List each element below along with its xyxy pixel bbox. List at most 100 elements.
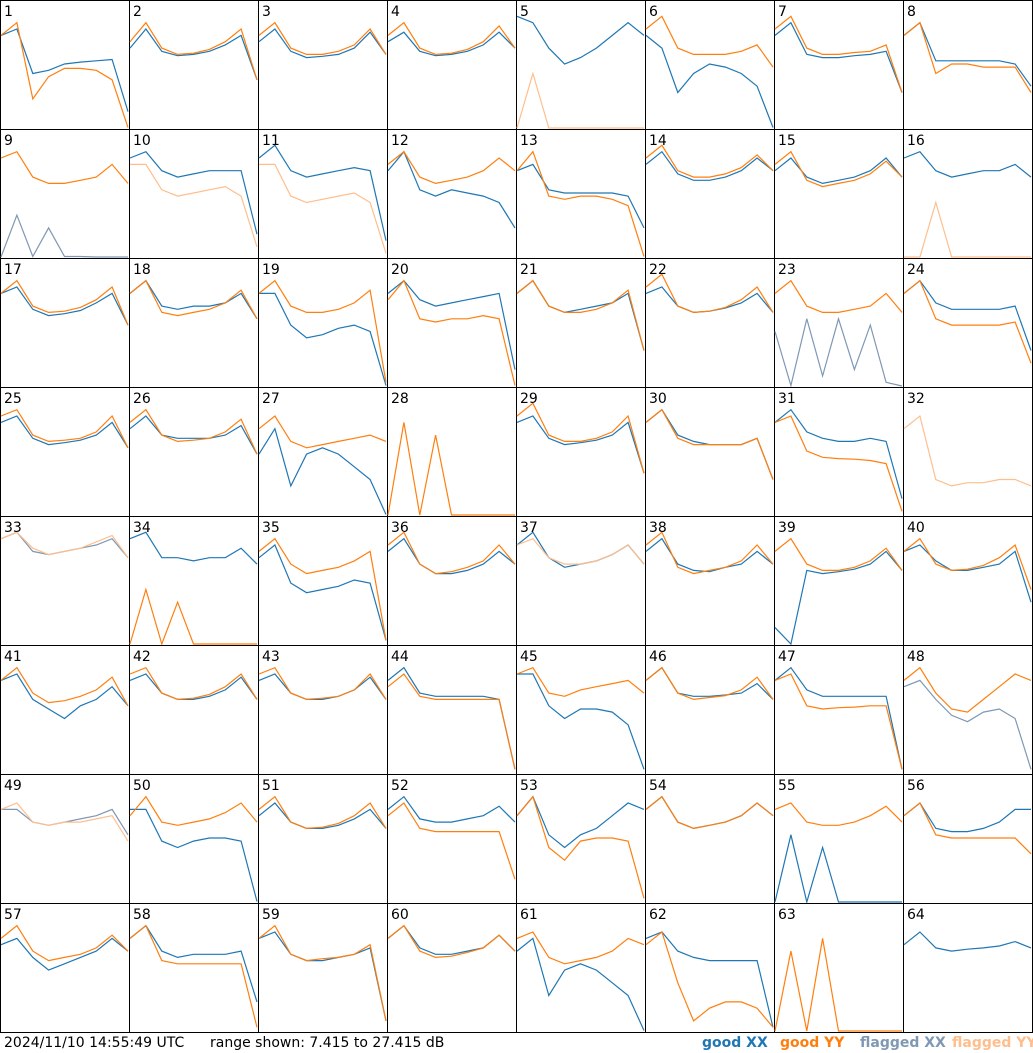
panel-label: 28 [391,391,409,407]
spectrum-line [387,531,516,575]
spectrum-line [258,279,387,383]
spectrum-line [0,531,129,559]
spectrum-line [645,531,774,575]
spectrum-line [645,408,774,480]
spectrum-line [645,34,774,128]
spectrum-line [903,802,1031,833]
spectrum-line [903,802,1032,855]
spectrum-line [645,273,774,314]
panel-label: 23 [778,262,796,278]
spectrum-line [387,150,516,185]
spectrum-line [774,15,903,93]
spectrum-line [258,21,387,56]
spectrum-line [129,666,258,701]
spectrum-line [0,28,129,112]
panel-label: 10 [133,133,151,149]
spectrum-line [903,666,1032,713]
panel-label: 35 [262,520,280,536]
spectrum-line [0,666,129,707]
spectrum-line [645,15,774,68]
spectrum-line [516,150,645,257]
spectrum-line [903,150,1032,178]
panel-label: 14 [649,133,667,149]
panel-label: 6 [649,4,658,20]
panel-label: 33 [4,520,22,536]
panel-label: 27 [262,391,280,407]
spectrum-line [387,31,516,57]
spectrum-line [387,673,516,770]
panel-label: 32 [907,391,925,407]
spectrum-line [774,408,903,499]
panel-label: 52 [391,778,409,794]
spectrum-line [387,150,516,229]
spectrum-line [645,150,774,181]
panel-label: 25 [4,391,22,407]
spectrum-line [258,795,387,830]
spectrum-line [259,163,387,254]
spectrum-line [774,938,902,1032]
panel-label: 7 [778,4,787,20]
spectrum-line [774,157,903,185]
panel-label: 11 [262,133,280,149]
panel-label: 36 [391,520,409,536]
panel-label: 40 [907,520,925,536]
panel-label: 44 [391,649,409,665]
panel-label: 43 [262,649,280,665]
panel-label: 13 [520,133,538,149]
panel-label: 56 [907,778,925,794]
spectrum-line [387,802,516,880]
spectrum-line [258,144,387,241]
panel-label: 38 [649,520,667,536]
range-text: range shown: 7.415 to 27.415 dB [210,1035,444,1051]
panel-label: 31 [778,391,796,407]
spectrum-line [387,924,516,959]
spectrum-line [129,587,257,646]
timestamp: 2024/11/10 14:55:49 UTC [4,1035,184,1051]
spectrum-line [130,808,258,902]
spectrum-line [516,937,645,1031]
panel-label: 20 [391,262,409,278]
panel-label: 59 [262,907,280,923]
panel-label: 19 [262,262,280,278]
spectrum-line [258,427,387,515]
spectrum-line [129,415,258,455]
panel-label: 29 [520,391,538,407]
spectrum-line [387,666,516,770]
panel-label: 46 [649,649,667,665]
legend-entry: good YY [780,1035,845,1051]
spectrum-line [387,422,515,516]
spectrum-line [129,795,258,826]
spectrum-line [0,937,129,971]
panel-label: 64 [907,907,925,923]
spectrum-line [387,279,516,370]
spectrum-line [903,21,1032,87]
spectrum-line [129,279,258,320]
spectrum-line [774,666,903,770]
panel-label: 55 [778,778,796,794]
panel-label: 30 [649,391,667,407]
spectrum-line [129,28,258,81]
spectrum-line [0,279,129,326]
spectrum-line [258,924,387,1022]
spectrum-line [903,679,1032,770]
panel-label: 37 [520,520,538,536]
spectrum-line [774,279,903,313]
spectrum-line [258,415,387,449]
spectrum-line [0,21,129,128]
spectrum-line [516,279,645,351]
spectrum-line [129,408,258,455]
spectrum-line [258,802,387,830]
spectrum-line [129,21,258,80]
spectrum-line [0,924,129,962]
spectrum-line [516,402,645,474]
panel-label: 4 [391,4,400,20]
spectrum-line [129,924,258,1003]
spectrum-line [387,279,516,386]
spectrum-line [774,415,903,512]
panel-label: 62 [649,907,667,923]
spectrum-line [645,795,774,830]
panel-label: 45 [520,649,538,665]
spectrum-line [774,834,902,905]
panel-label: 9 [4,133,13,149]
